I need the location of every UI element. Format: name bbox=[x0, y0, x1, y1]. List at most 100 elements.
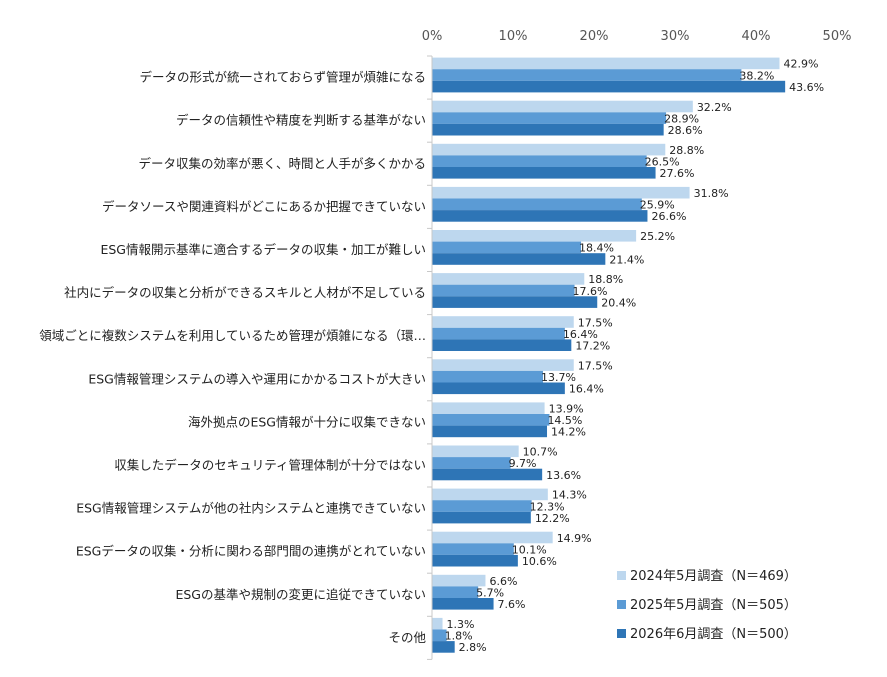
bar bbox=[432, 339, 572, 351]
bar bbox=[432, 641, 455, 653]
bar bbox=[432, 414, 550, 426]
bar bbox=[432, 554, 518, 567]
bar bbox=[432, 198, 642, 211]
category-label: 海外拠点のESG情報が十分に収集できない bbox=[188, 414, 426, 429]
bar bbox=[432, 457, 511, 469]
category-label: 領域ごとに複数システムを利用しているため管理が煩雑になる（環… bbox=[39, 328, 426, 343]
x-tick-label: 30% bbox=[661, 29, 690, 44]
data-label: 5.7% bbox=[476, 587, 504, 600]
data-label: 17.5% bbox=[578, 359, 613, 372]
bar bbox=[432, 80, 786, 93]
data-label: 7.6% bbox=[498, 598, 526, 611]
category-label: 社内にデータの収集と分析ができるスキルと人材が不足している bbox=[64, 285, 426, 300]
data-label: 14.3% bbox=[552, 489, 587, 502]
category-label: ESGの基準や規制の変更に追従できていない bbox=[175, 587, 426, 602]
data-labels: 42.9% 32.2% 28.8% 31.8% 25.2% 18.8% 17.5% 17.5%… bbox=[445, 58, 825, 655]
bar bbox=[432, 598, 494, 610]
category-separators bbox=[427, 55, 432, 660]
data-label: 32.2% bbox=[697, 101, 732, 114]
legend: 2024年5月調査（N＝469） 2025年5月調査（N＝505） 2026年6月調… bbox=[617, 569, 797, 642]
bar bbox=[432, 543, 514, 555]
bar bbox=[432, 112, 667, 124]
data-label: 18.4% bbox=[579, 242, 614, 255]
legend-swatch bbox=[617, 571, 626, 580]
data-label: 16.4% bbox=[563, 328, 598, 341]
data-label: 38.2% bbox=[739, 69, 774, 82]
data-label: 10.7% bbox=[523, 446, 558, 459]
data-label: 28.6% bbox=[668, 124, 703, 137]
x-tick-label: 10% bbox=[499, 29, 528, 44]
bar bbox=[432, 230, 637, 242]
bar bbox=[432, 143, 666, 156]
bar bbox=[432, 500, 532, 512]
bar bbox=[432, 574, 486, 587]
category-label: ESG情報開示基準に適合するデータの収集・加工が難しい bbox=[100, 242, 426, 257]
data-label: 42.9% bbox=[783, 58, 818, 71]
bar bbox=[432, 617, 443, 630]
data-label: 12.3% bbox=[530, 500, 565, 513]
data-label: 28.8% bbox=[669, 144, 704, 157]
data-label: 27.6% bbox=[660, 167, 695, 180]
bar bbox=[432, 327, 565, 340]
bar bbox=[432, 511, 531, 524]
category-label: データの形式が統一されておらず管理が煩雑になる bbox=[139, 70, 426, 85]
bar bbox=[432, 167, 656, 179]
legend-swatch bbox=[617, 629, 626, 638]
legend-label: 2025年5月調査（N＝505） bbox=[630, 598, 797, 613]
data-label: 25.9% bbox=[640, 199, 675, 212]
data-label: 12.2% bbox=[535, 512, 570, 525]
x-tick-label: 0% bbox=[422, 29, 443, 44]
legend-label: 2024年5月調査（N＝469） bbox=[630, 569, 797, 584]
bar bbox=[432, 586, 479, 598]
data-label: 14.5% bbox=[547, 414, 582, 427]
data-label: 31.8% bbox=[694, 187, 729, 200]
category-label: データ収集の効率が悪く、時間と人手が多くかかる bbox=[138, 156, 426, 171]
data-label: 26.6% bbox=[651, 210, 686, 223]
data-label: 17.2% bbox=[575, 340, 610, 353]
bar bbox=[432, 445, 519, 458]
bar bbox=[432, 241, 582, 254]
data-label: 1.3% bbox=[447, 618, 475, 631]
bar bbox=[432, 531, 553, 544]
bar bbox=[432, 69, 742, 81]
bar bbox=[432, 284, 575, 297]
category-label: 収集したデータのセキュリティ管理体制が十分ではない bbox=[114, 457, 426, 472]
bar bbox=[432, 402, 545, 414]
category-label: データの信頼性や精度を判断する基準がない bbox=[176, 113, 426, 128]
bar bbox=[432, 296, 598, 308]
category-label: その他 bbox=[388, 630, 426, 645]
data-label: 17.6% bbox=[573, 285, 608, 298]
data-label: 28.9% bbox=[664, 112, 699, 125]
data-label: 17.5% bbox=[578, 316, 613, 329]
data-label: 16.4% bbox=[569, 383, 604, 396]
data-label: 6.6% bbox=[489, 575, 517, 588]
category-label: ESG情報管理システムの導入や運用にかかるコストが大きい bbox=[88, 371, 426, 386]
bar bbox=[432, 186, 690, 199]
data-label: 2.8% bbox=[459, 641, 487, 654]
bar bbox=[432, 57, 780, 70]
bar bbox=[432, 253, 606, 265]
bar bbox=[432, 468, 543, 481]
data-label: 9.7% bbox=[509, 457, 537, 470]
data-label: 1.8% bbox=[445, 630, 473, 643]
data-label: 10.1% bbox=[512, 543, 547, 556]
bar bbox=[432, 123, 664, 136]
data-label: 10.6% bbox=[522, 555, 557, 568]
data-label: 43.6% bbox=[789, 81, 824, 94]
x-tick-label: 50% bbox=[823, 29, 852, 44]
x-tick-label: 20% bbox=[580, 29, 609, 44]
bar bbox=[432, 425, 548, 438]
x-tick-label: 40% bbox=[742, 29, 771, 44]
bar bbox=[432, 155, 647, 167]
legend-label: 2026年6月調査（N＝500） bbox=[630, 627, 797, 642]
data-label: 13.6% bbox=[546, 469, 581, 482]
bar bbox=[432, 316, 574, 328]
bar bbox=[432, 629, 447, 642]
data-label: 13.7% bbox=[541, 371, 576, 384]
data-label: 13.9% bbox=[549, 403, 584, 416]
data-label: 20.4% bbox=[601, 296, 636, 309]
category-label: ESG情報管理システムが他の社内システムと連携できていない bbox=[76, 501, 426, 516]
category-labels: データの形式が統一されておらず管理が煩雑になるデータの信頼性や精度を判断する基準… bbox=[39, 70, 426, 645]
category-label: データソースや関連資料がどこにあるか把握できていない bbox=[102, 199, 426, 214]
